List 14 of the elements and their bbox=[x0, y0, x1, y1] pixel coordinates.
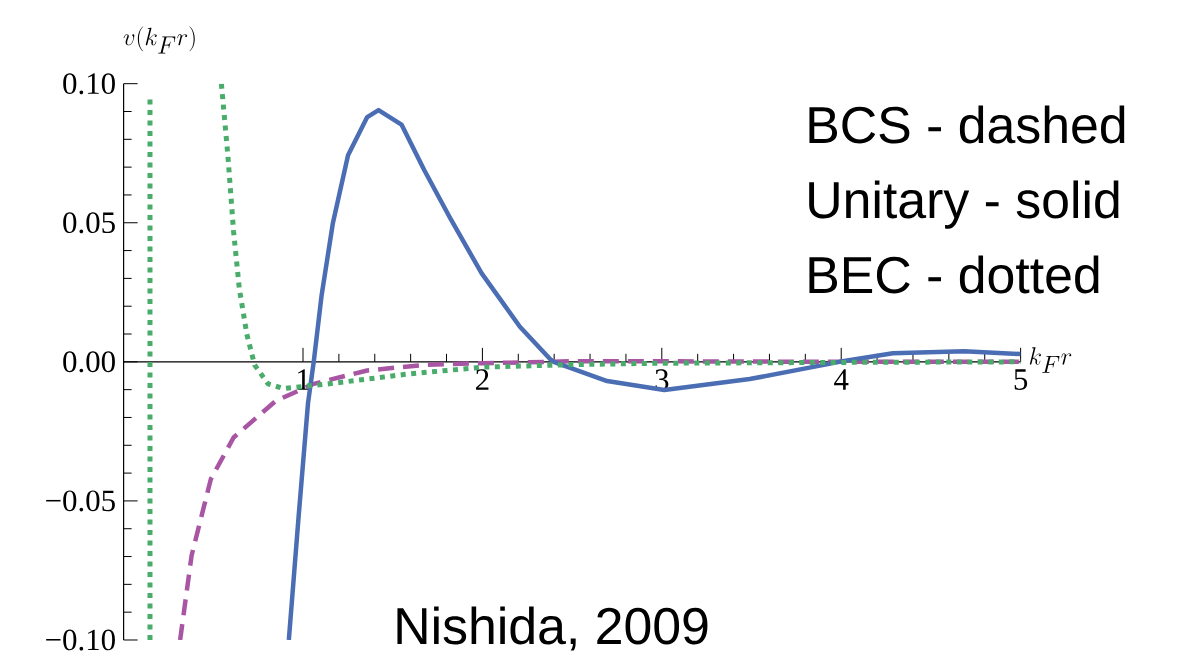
y-tick-label: −0.10 bbox=[46, 629, 115, 651]
y-tick-label: −0.05 bbox=[46, 490, 115, 512]
annotation: Nishida, 2009 bbox=[397, 606, 708, 651]
y-tick-label: 0.00 bbox=[63, 351, 115, 373]
x-tick-label: 2 bbox=[476, 369, 489, 390]
y-axis-title: $v(k_F r)$ bbox=[123, 26, 195, 54]
annotation: BEC - dotted bbox=[809, 255, 1099, 294]
x-tick-label: 5 bbox=[1014, 369, 1028, 390]
annotation: Unitary - solid bbox=[809, 180, 1119, 229]
y-tick-label: 0.10 bbox=[63, 73, 115, 95]
x-tick-label: 4 bbox=[834, 369, 849, 390]
x-axis-title: $k_F r$ bbox=[1029, 347, 1072, 373]
y-tick-label: 0.05 bbox=[63, 212, 115, 234]
annotation: BCS - dashed bbox=[809, 105, 1125, 144]
